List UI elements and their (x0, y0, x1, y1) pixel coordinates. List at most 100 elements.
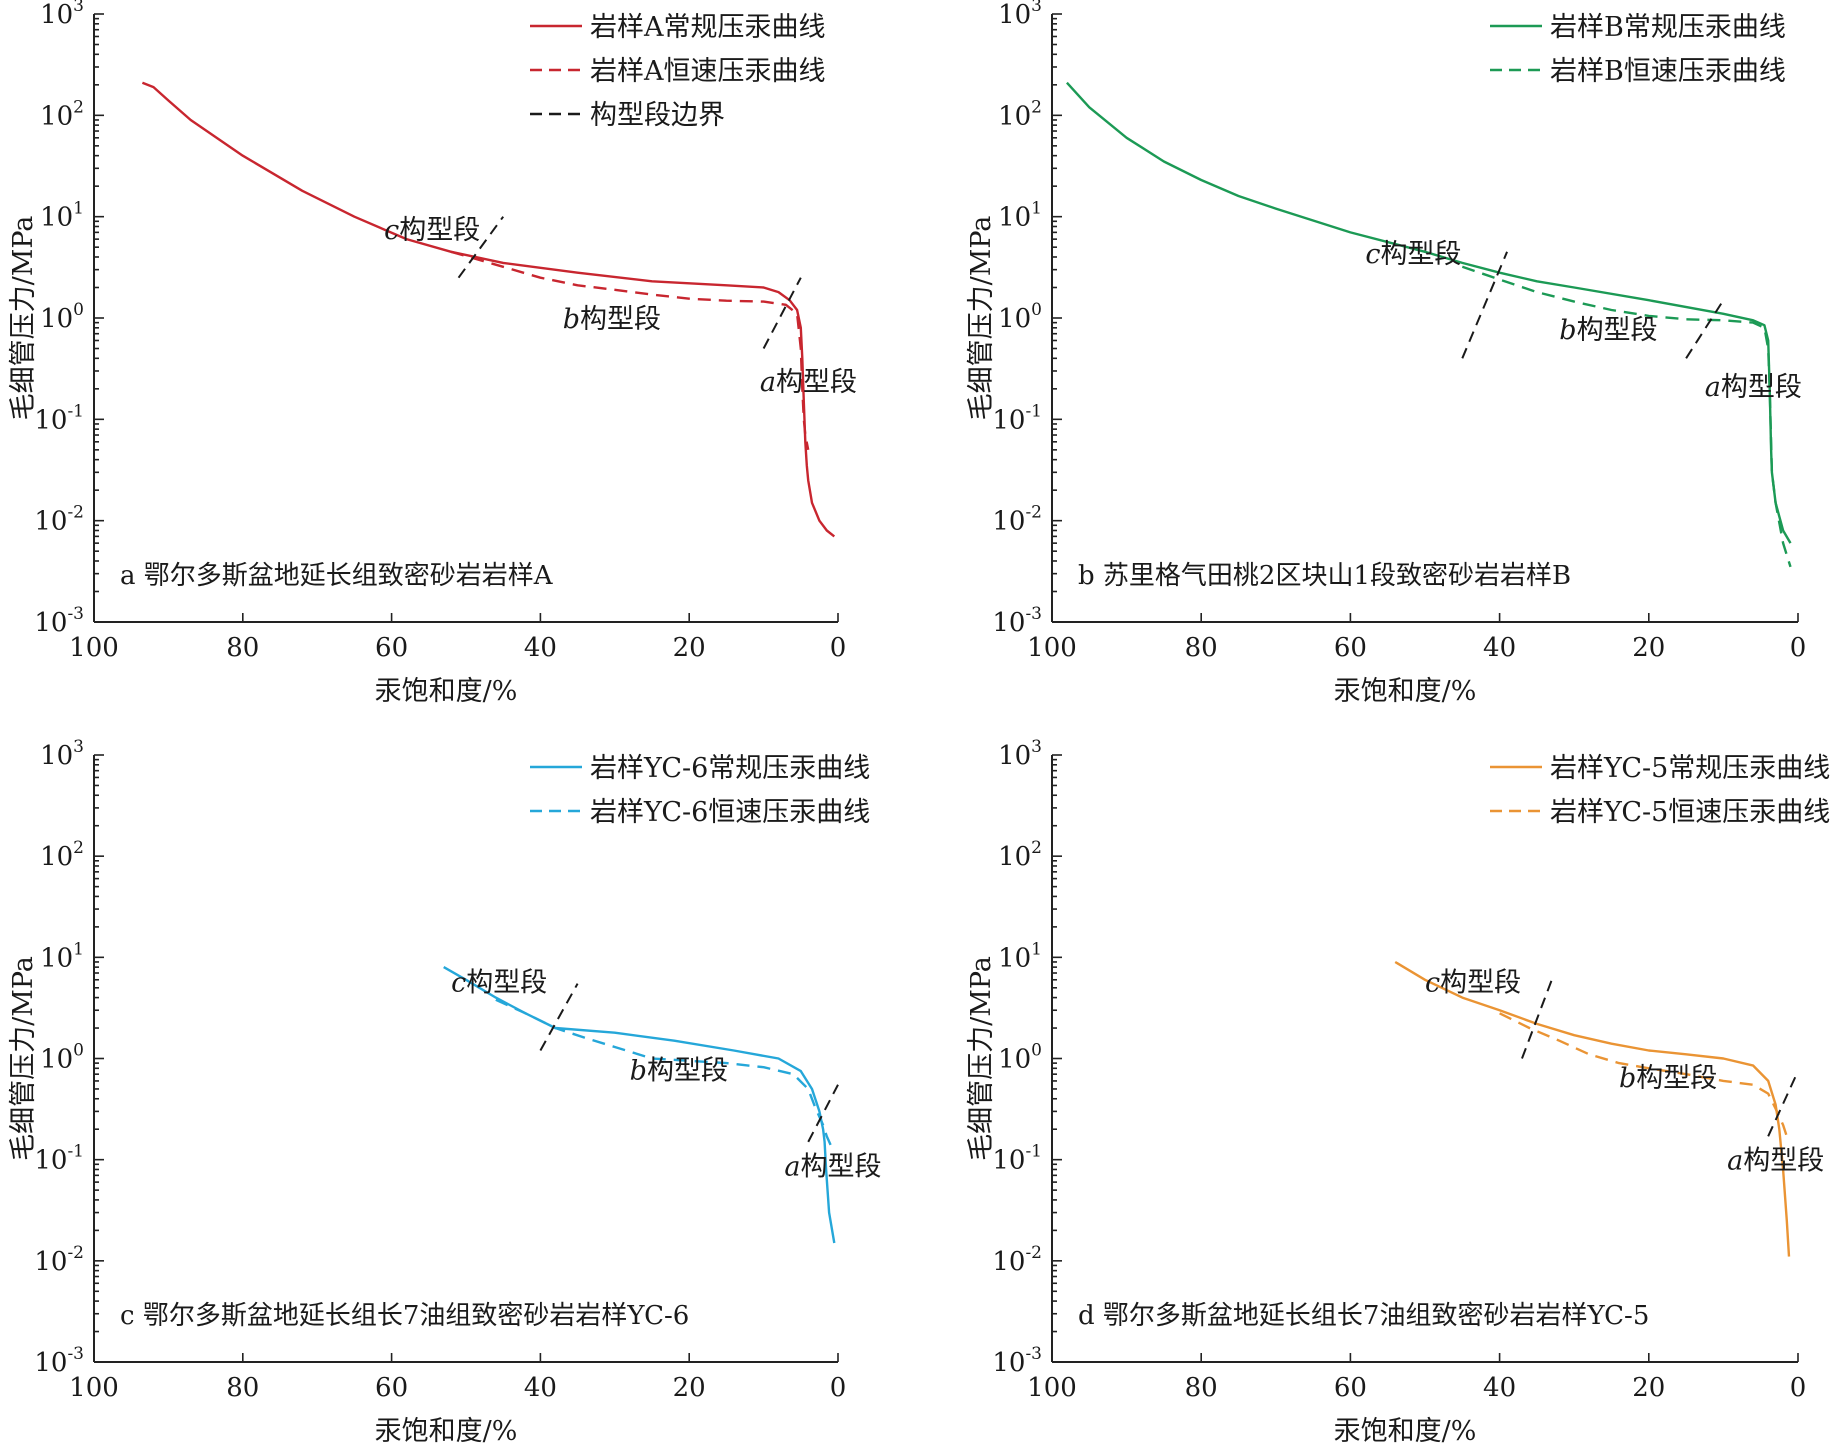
x-tick-label: 0 (830, 1373, 847, 1403)
segment-boundary-line (1521, 979, 1553, 1059)
y-tick-label: 100 (998, 1041, 1042, 1075)
x-tick-label: 60 (375, 633, 408, 663)
y-tick-label: 10-3 (992, 604, 1042, 638)
segment-boundary-line (807, 1084, 839, 1143)
y-axis-label: 毛细管压力/MPa (966, 216, 997, 421)
y-axis-label: 毛细管压力/MPa (8, 216, 39, 421)
y-tick-label: 103 (40, 0, 84, 30)
x-axis-label: 汞饱和度/% (1334, 676, 1477, 707)
y-tick-label: 10-3 (34, 604, 84, 638)
legend-label: 岩样YC-5常规压汞曲线 (1550, 753, 1830, 784)
x-tick-label: 0 (1790, 633, 1807, 663)
y-tick-label: 10-2 (34, 503, 84, 537)
x-tick-label: 0 (830, 633, 847, 663)
segment-label-b: b构型段 (563, 304, 661, 335)
y-tick-label: 103 (40, 737, 84, 771)
chart-panel-b: 100 80 60 40 20 0 10-3 10-2 10-1 100 101 102 103 汞饱和度… (966, 0, 1806, 707)
x-tick-label: 0 (1790, 1373, 1807, 1403)
y-tick-label: 10-2 (992, 1243, 1042, 1277)
segment-label-a: a构型段 (1727, 1145, 1824, 1176)
x-tick-label: 20 (673, 1373, 706, 1403)
x-tick-label: 80 (226, 633, 259, 663)
y-tick-label: 100 (998, 300, 1042, 334)
x-tick-label: 80 (1185, 1373, 1218, 1403)
segment-label-b: b构型段 (630, 1056, 728, 1087)
x-axis-label: 汞饱和度/% (375, 1416, 518, 1446)
segment-boundary-line (762, 277, 802, 349)
x-tick-label: 80 (226, 1373, 259, 1403)
segment-label-c: c构型段 (1365, 239, 1461, 270)
y-tick-label: 10-3 (34, 1344, 84, 1378)
panel-caption: d 鄂尔多斯盆地延长组长7油组致密砂岩岩样YC-5 (1078, 1301, 1649, 1331)
y-axis-label: 毛细管压力/MPa (966, 956, 997, 1161)
y-tick-label: 10-1 (34, 401, 84, 435)
legend-label: 构型段边界 (590, 100, 725, 131)
chart-panel-a: 100 80 60 40 20 0 10-3 10-2 10-1 100 101 102 103 汞饱和度… (8, 0, 857, 707)
panel-caption: b 苏里格气田桃2区块山1段致密砂岩岩样B (1078, 561, 1571, 591)
y-tick-label: 10-2 (34, 1243, 84, 1277)
x-tick-label: 20 (673, 633, 706, 663)
segment-boundary-line (457, 216, 505, 279)
segment-label-b: b构型段 (1559, 315, 1657, 346)
y-tick-label: 101 (998, 199, 1042, 233)
series-line-solid (1066, 81, 1792, 544)
segment-boundary-line (1461, 251, 1508, 359)
x-tick-label: 20 (1632, 633, 1665, 663)
legend-label: 岩样YC-6常规压汞曲线 (590, 753, 870, 784)
x-tick-label: 40 (524, 633, 557, 663)
y-tick-label: 102 (998, 97, 1042, 131)
series-line-solid (1394, 960, 1791, 1257)
y-tick-label: 101 (998, 939, 1042, 973)
segment-label-c: c构型段 (451, 967, 547, 998)
y-tick-label: 103 (998, 0, 1042, 30)
x-tick-label: 100 (69, 633, 119, 663)
y-tick-label: 10-1 (992, 401, 1042, 435)
legend-label: 岩样YC-6恒速压汞曲线 (590, 797, 870, 828)
legend-label: 岩样B常规压汞曲线 (1550, 12, 1786, 43)
series-line-dashed (1499, 1012, 1788, 1137)
x-tick-label: 40 (1483, 633, 1516, 663)
legend-label: 岩样A常规压汞曲线 (590, 12, 826, 43)
y-tick-label: 103 (998, 737, 1042, 771)
segment-label-a: a构型段 (784, 1151, 881, 1182)
y-tick-label: 10-1 (34, 1142, 84, 1176)
series-line-dashed (450, 250, 810, 451)
segment-boundary-line (1767, 1070, 1799, 1137)
x-tick-label: 100 (69, 1373, 119, 1403)
panel-caption: c 鄂尔多斯盆地延长组长7油组致密砂岩岩样YC-6 (120, 1301, 689, 1331)
y-tick-label: 101 (40, 199, 84, 233)
legend-label: 岩样B恒速压汞曲线 (1550, 56, 1786, 87)
x-tick-label: 60 (1334, 633, 1367, 663)
x-axis-label: 汞饱和度/% (1334, 1416, 1477, 1446)
y-tick-label: 10-2 (992, 503, 1042, 537)
segment-label-b: b构型段 (1619, 1063, 1717, 1094)
y-tick-label: 101 (40, 939, 84, 973)
x-tick-label: 60 (1334, 1373, 1367, 1403)
segment-label-a: a构型段 (1705, 372, 1802, 403)
x-tick-label: 60 (375, 1373, 408, 1403)
x-tick-label: 40 (1483, 1373, 1516, 1403)
legend-label: 岩样A恒速压汞曲线 (590, 56, 826, 87)
series-line-dashed (1461, 265, 1792, 568)
y-tick-label: 102 (40, 97, 84, 131)
x-tick-label: 100 (1027, 633, 1077, 663)
x-axis-label: 汞饱和度/% (375, 676, 518, 707)
x-tick-label: 20 (1632, 1373, 1665, 1403)
segment-label-c: c构型段 (384, 215, 480, 246)
segment-label-a: a构型段 (760, 367, 857, 398)
y-tick-label: 10-1 (992, 1142, 1042, 1176)
series-line-solid (141, 81, 836, 538)
y-tick-label: 102 (40, 838, 84, 872)
x-tick-label: 100 (1027, 1373, 1077, 1403)
panel-caption: a 鄂尔多斯盆地延长组致密砂岩岩样A (120, 561, 554, 591)
legend-label: 岩样YC-5恒速压汞曲线 (1550, 797, 1830, 828)
y-tick-label: 10-3 (992, 1344, 1042, 1378)
segment-boundary-line (1685, 299, 1725, 359)
chart-panel-d: 100 80 60 40 20 0 10-3 10-2 10-1 100 101 102 103 汞饱和度… (966, 737, 1830, 1446)
y-tick-label: 102 (998, 838, 1042, 872)
y-tick-label: 100 (40, 1041, 84, 1075)
y-tick-label: 100 (40, 300, 84, 334)
segment-boundary-line (539, 983, 579, 1051)
series-line-solid (443, 966, 836, 1244)
